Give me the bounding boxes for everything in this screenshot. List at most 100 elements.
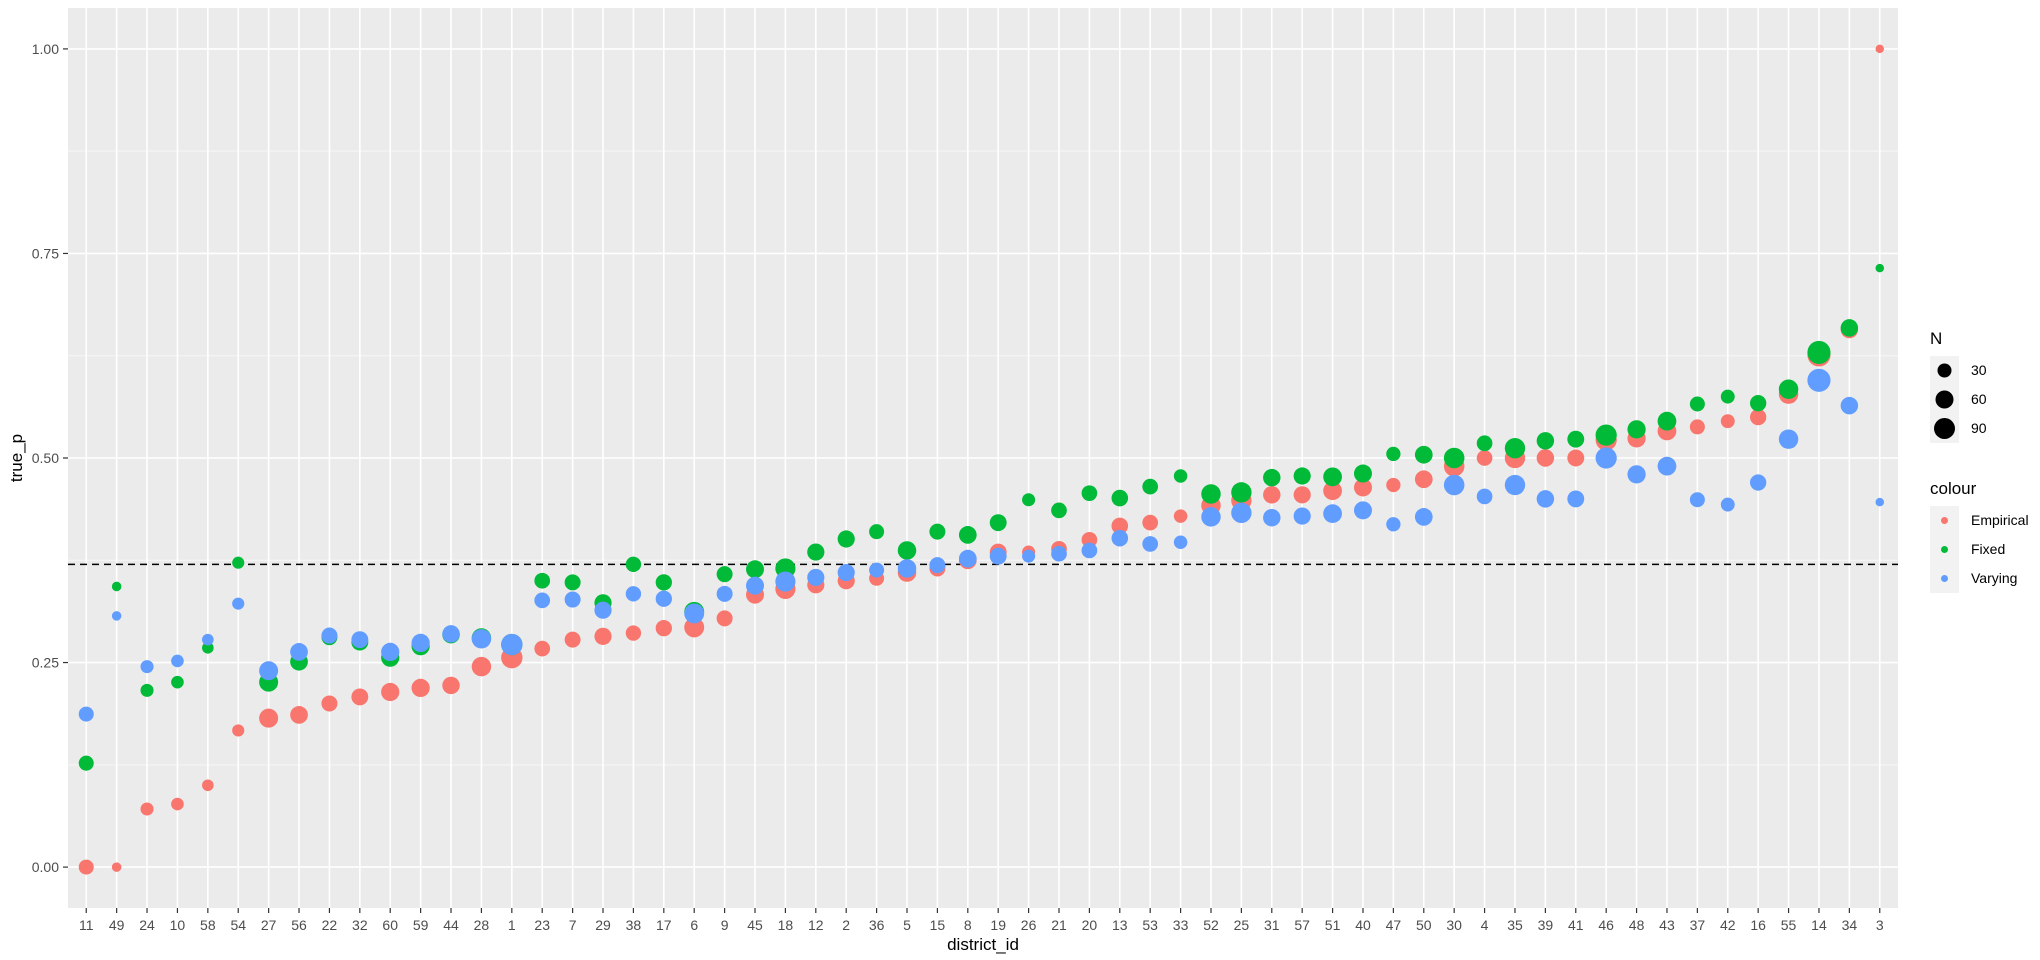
- point-varying: [1875, 497, 1885, 507]
- x-tick-label: 32: [352, 917, 368, 933]
- point-fixed: [958, 526, 977, 544]
- x-tick-label: 9: [721, 917, 729, 933]
- point-fixed: [111, 581, 122, 592]
- point-varying: [381, 642, 400, 662]
- point-fixed: [1414, 445, 1433, 464]
- point-fixed: [929, 523, 946, 540]
- point-fixed: [837, 530, 855, 548]
- point-fixed: [1627, 420, 1646, 439]
- point-varying: [1595, 447, 1617, 469]
- point-varying: [1840, 396, 1859, 415]
- point-varying: [1231, 502, 1252, 523]
- point-varying: [684, 603, 705, 624]
- x-tick-label: 60: [382, 917, 398, 933]
- point-fixed: [1567, 430, 1585, 448]
- point-fixed: [171, 675, 184, 689]
- x-tick-label: 19: [990, 917, 1006, 933]
- point-fixed: [140, 683, 154, 697]
- point-varying: [321, 627, 338, 644]
- x-tick-label: 15: [930, 917, 946, 933]
- point-fixed: [1689, 396, 1705, 412]
- x-tick-label: 28: [474, 917, 490, 933]
- point-varying: [655, 590, 672, 607]
- point-varying: [1022, 549, 1036, 563]
- point-varying: [1111, 529, 1129, 547]
- point-varying: [1323, 504, 1342, 524]
- x-tick-label: 17: [656, 917, 672, 933]
- x-tick-label: 16: [1750, 917, 1766, 933]
- x-tick-label: 49: [109, 917, 125, 933]
- point-varying: [1504, 474, 1526, 496]
- point-varying: [1293, 507, 1311, 525]
- point-fixed: [1840, 319, 1859, 337]
- point-varying: [594, 601, 612, 619]
- y-tick-label: 0.75: [32, 245, 59, 261]
- x-tick-label: 51: [1325, 917, 1341, 933]
- x-tick-label: 46: [1598, 917, 1614, 933]
- major-gridlines: [68, 8, 1898, 908]
- point-varying: [351, 631, 369, 649]
- x-axis: 11 49 24 10 58 54 27 56 22 32 60 59 44 28 1 23 7 29 38 17 6 9…: [79, 908, 1884, 933]
- x-tick-label: 26: [1021, 917, 1037, 933]
- point-varying: [746, 576, 765, 595]
- point-varying: [1689, 492, 1705, 508]
- point-empirical: [1353, 478, 1372, 497]
- point-fixed: [1081, 485, 1098, 502]
- legend-size-dot-90: [1934, 418, 1955, 439]
- x-tick-label: 44: [443, 917, 459, 933]
- x-tick-label: 33: [1173, 917, 1189, 933]
- point-empirical: [290, 706, 308, 724]
- x-tick-label: 5: [903, 917, 911, 933]
- point-fixed: [78, 755, 94, 771]
- point-varying: [1476, 488, 1493, 505]
- point-empirical: [1689, 419, 1705, 435]
- point-fixed: [1875, 263, 1885, 273]
- point-empirical: [1536, 449, 1555, 467]
- point-empirical: [351, 688, 369, 706]
- point-empirical: [381, 682, 400, 702]
- point-varying: [958, 549, 977, 568]
- x-tick-label: 40: [1355, 917, 1371, 933]
- point-fixed: [1142, 478, 1159, 495]
- legend-colour: colour Empirical Fixed Varying: [1930, 479, 2029, 593]
- x-tick-label: 35: [1507, 917, 1523, 933]
- x-tick-label: 45: [747, 917, 763, 933]
- legend-dot-fixed: [1941, 546, 1948, 553]
- point-varying: [1081, 542, 1098, 559]
- legend-colour-title: colour: [1930, 479, 1977, 498]
- point-empirical: [684, 617, 705, 638]
- point-empirical: [232, 724, 245, 737]
- legend-label-varying: Varying: [1971, 570, 2017, 586]
- x-tick-label: 58: [200, 917, 216, 933]
- point-varying: [929, 557, 946, 574]
- x-tick-label: 23: [534, 917, 550, 933]
- point-empirical: [1173, 509, 1188, 523]
- point-empirical: [534, 640, 551, 657]
- point-varying: [716, 585, 733, 602]
- point-fixed: [1443, 447, 1465, 469]
- point-varying: [259, 661, 279, 681]
- legend-size: N 30 60 90: [1930, 329, 1987, 443]
- point-fixed: [746, 560, 765, 579]
- x-tick-label: 34: [1842, 917, 1858, 933]
- point-varying: [232, 597, 245, 610]
- minor-gridlines: [68, 150, 1898, 766]
- point-fixed: [1750, 395, 1767, 412]
- x-tick-label: 29: [595, 917, 611, 933]
- point-empirical: [716, 610, 733, 627]
- point-empirical: [1567, 449, 1585, 467]
- x-tick-label: 13: [1112, 917, 1128, 933]
- point-fixed: [807, 543, 825, 561]
- point-varying: [1386, 517, 1401, 532]
- point-varying: [1778, 429, 1799, 449]
- x-tick-label: 43: [1659, 917, 1675, 933]
- point-fixed: [989, 514, 1007, 532]
- point-fixed: [534, 572, 551, 589]
- point-varying: [897, 559, 917, 578]
- point-fixed: [1293, 467, 1311, 485]
- point-fixed: [1051, 502, 1067, 519]
- point-fixed: [1022, 493, 1036, 507]
- x-tick-label: 8: [964, 917, 972, 933]
- point-varying: [202, 633, 214, 646]
- x-tick-label: 57: [1294, 917, 1310, 933]
